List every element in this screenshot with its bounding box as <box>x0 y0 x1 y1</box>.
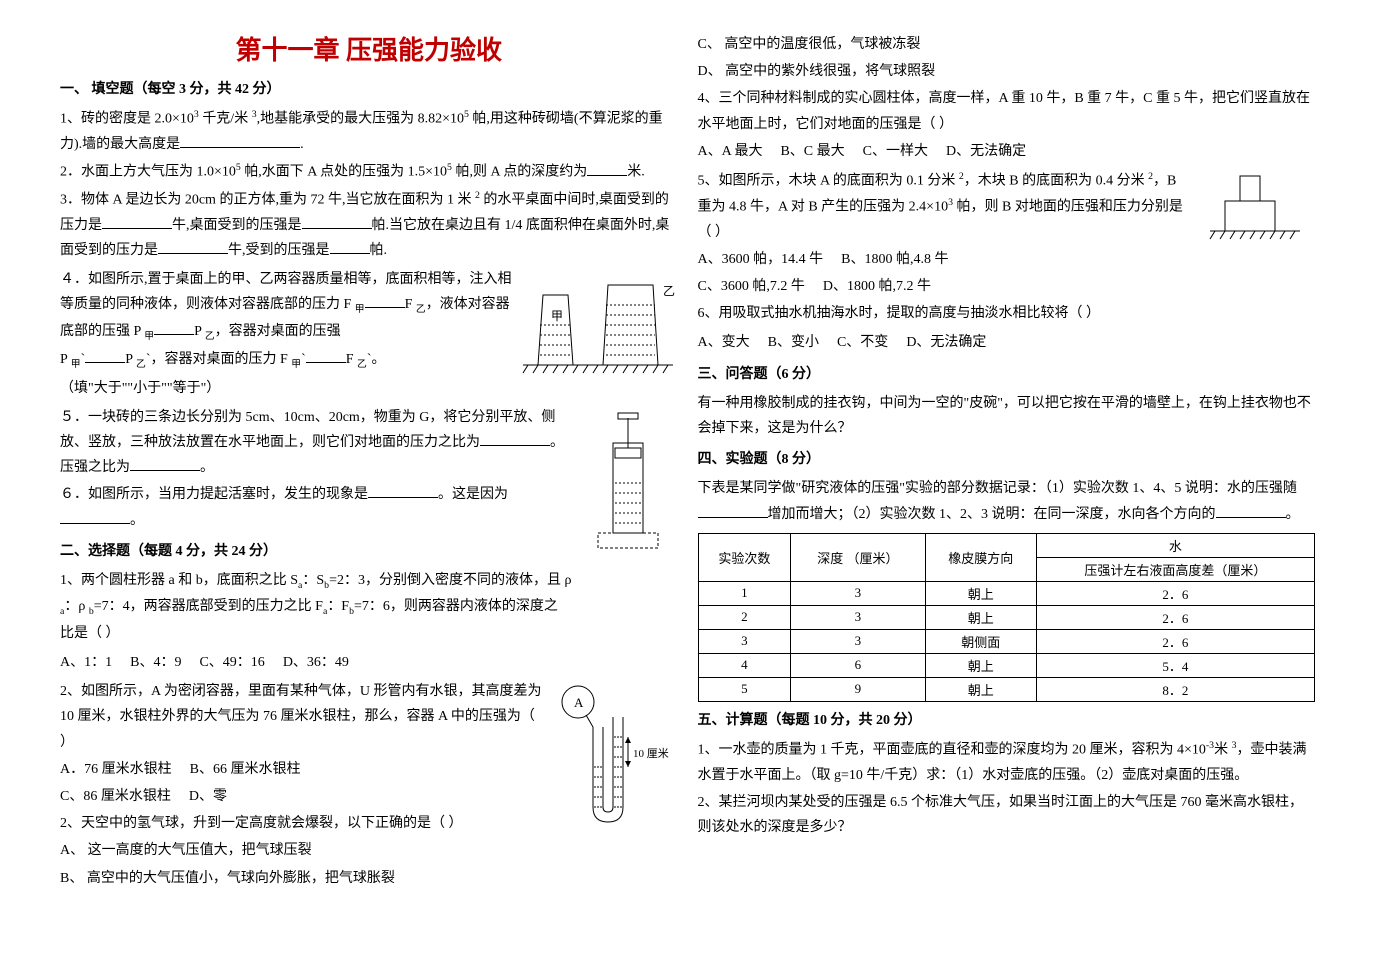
section5-head: 五、计算题（每题 10 分，共 20 分） <box>698 708 1316 733</box>
q2-5-row: 5、如图所示，木块 A 的底面积为 0.1 分米 2，木块 B 的底面积为 0.… <box>698 166 1316 328</box>
q1-3: 3．物体 A 是边长为 20cm 的正方体,重为 72 牛,当它放在面积为 1 … <box>60 187 678 263</box>
col-diff: 压强计左右液面高度差（厘米） <box>1036 557 1314 581</box>
q5-1: 1、一水壶的质量为 1 千克，平面壶底的直径和壶的深度均为 20 厘米，容积为 … <box>698 737 1316 788</box>
blocks-figure <box>1195 166 1315 261</box>
table-row: 59朝上8．2 <box>698 677 1315 701</box>
left-column: 第十一章 压强能力验收 一、 填空题（每空 3 分，共 42 分） 1、砖的密度… <box>60 30 678 941</box>
q2-3: 2、天空中的氢气球，升到一定高度就会爆裂，以下正确的是（ ） <box>60 811 542 836</box>
right-column: C、 高空中的温度很低，气球被冻裂 D、 高空中的紫外线很强，将气球照裂 4、三… <box>698 30 1316 941</box>
q2-1: 1、两个圆柱形器 a 和 b，底面积之比 Sa：Sb=2：3，分别倒入密度不同的… <box>60 568 572 646</box>
section4-head: 四、实验题（8 分） <box>698 447 1316 472</box>
jia-label: 甲 <box>551 309 563 323</box>
piston-figure <box>578 403 678 558</box>
table-row: 33朝侧面2．6 <box>698 629 1315 653</box>
table-row: 23朝上2．6 <box>698 605 1315 629</box>
table-row: 46朝上5．4 <box>698 653 1315 677</box>
q1-5: ５．一块砖的三条边长分别为 5cm、10cm、20cm，物重为 G，将它分别平放… <box>60 405 572 481</box>
a-label: A <box>574 695 584 710</box>
q2-2: 2、如图所示，A 为密闭容器，里面有某种气体，U 形管内有水银，其高度差为 10… <box>60 679 542 755</box>
q1-4-row: ４．如图所示,置于桌面上的甲、乙两容器质量相等，底面积相等，注入相等质量的同种液… <box>60 265 678 403</box>
col-water: 水 <box>1036 533 1314 557</box>
experiment-table: 实验次数 深度 （厘米） 橡皮膜方向 水 压强计左右液面高度差（厘米） 13朝上… <box>698 533 1316 702</box>
section3-head: 三、问答题（6 分） <box>698 362 1316 387</box>
containers-figure: 甲 乙 <box>518 265 678 400</box>
q2-4: 4、三个同种材料制成的实心圆柱体，高度一样，A 重 10 牛，B 重 7 牛，C… <box>698 86 1316 136</box>
q1-5-6-row: ５．一块砖的三条边长分别为 5cm、10cm、20cm，物重为 G，将它分别平放… <box>60 403 678 648</box>
section2-head: 二、选择题（每题 4 分，共 24 分） <box>60 539 572 564</box>
col-index: 实验次数 <box>698 533 791 581</box>
section4-body: 下表是某同学做"研究液体的压强"实验的部分数据记录：（1）实验次数 1、4、5 … <box>698 476 1316 526</box>
chapter-title: 第十一章 压强能力验收 <box>60 30 678 67</box>
q2-1-opts: A、1：1B、4：9C、49：16D、36：49 <box>60 650 678 675</box>
col-dir: 橡皮膜方向 <box>925 533 1036 581</box>
q1-2: 2．水面上方大气压为 1.0×105 帕,水面下 A 点处的压强为 1.5×10… <box>60 159 678 185</box>
table-body: 13朝上2．6 23朝上2．6 33朝侧面2．6 46朝上5．4 59朝上8．2 <box>698 581 1315 701</box>
q1-6: ６．如图所示，当用力提起活塞时，发生的现象是。这是因为。 <box>60 482 572 532</box>
yi-label: 乙 <box>663 284 675 298</box>
u-tube-figure: A <box>548 677 678 842</box>
q1-4: ４．如图所示,置于桌面上的甲、乙两容器质量相等，底面积相等，注入相等质量的同种液… <box>60 267 512 345</box>
q1-1: 1、砖的密度是 2.0×103 千克/米 3,地基能承受的最大压强为 8.82×… <box>60 106 678 157</box>
q5-2: 2、某拦河坝内某处受的压强是 6.5 个标准大气压，如果当时江面上的大气压是 7… <box>698 790 1316 840</box>
col-depth: 深度 （厘米） <box>791 533 925 581</box>
q2-5: 5、如图所示，木块 A 的底面积为 0.1 分米 2，木块 B 的底面积为 0.… <box>698 168 1190 245</box>
section1-head: 一、 填空题（每空 3 分，共 42 分） <box>60 77 678 102</box>
section3-body: 有一种用橡胶制成的挂衣钩，中间为一空的"皮碗"，可以把它按在平滑的墙壁上，在钩上… <box>698 391 1316 441</box>
q2-6: 6、用吸取式抽水机抽海水时，提取的高度与抽淡水相比较将（ ） <box>698 301 1190 326</box>
q2-2-row: 2、如图所示，A 为密闭容器，里面有某种气体，U 形管内有水银，其高度差为 10… <box>60 677 678 893</box>
label-10cm: 10 厘米 <box>633 747 669 760</box>
table-row: 13朝上2．6 <box>698 581 1315 605</box>
